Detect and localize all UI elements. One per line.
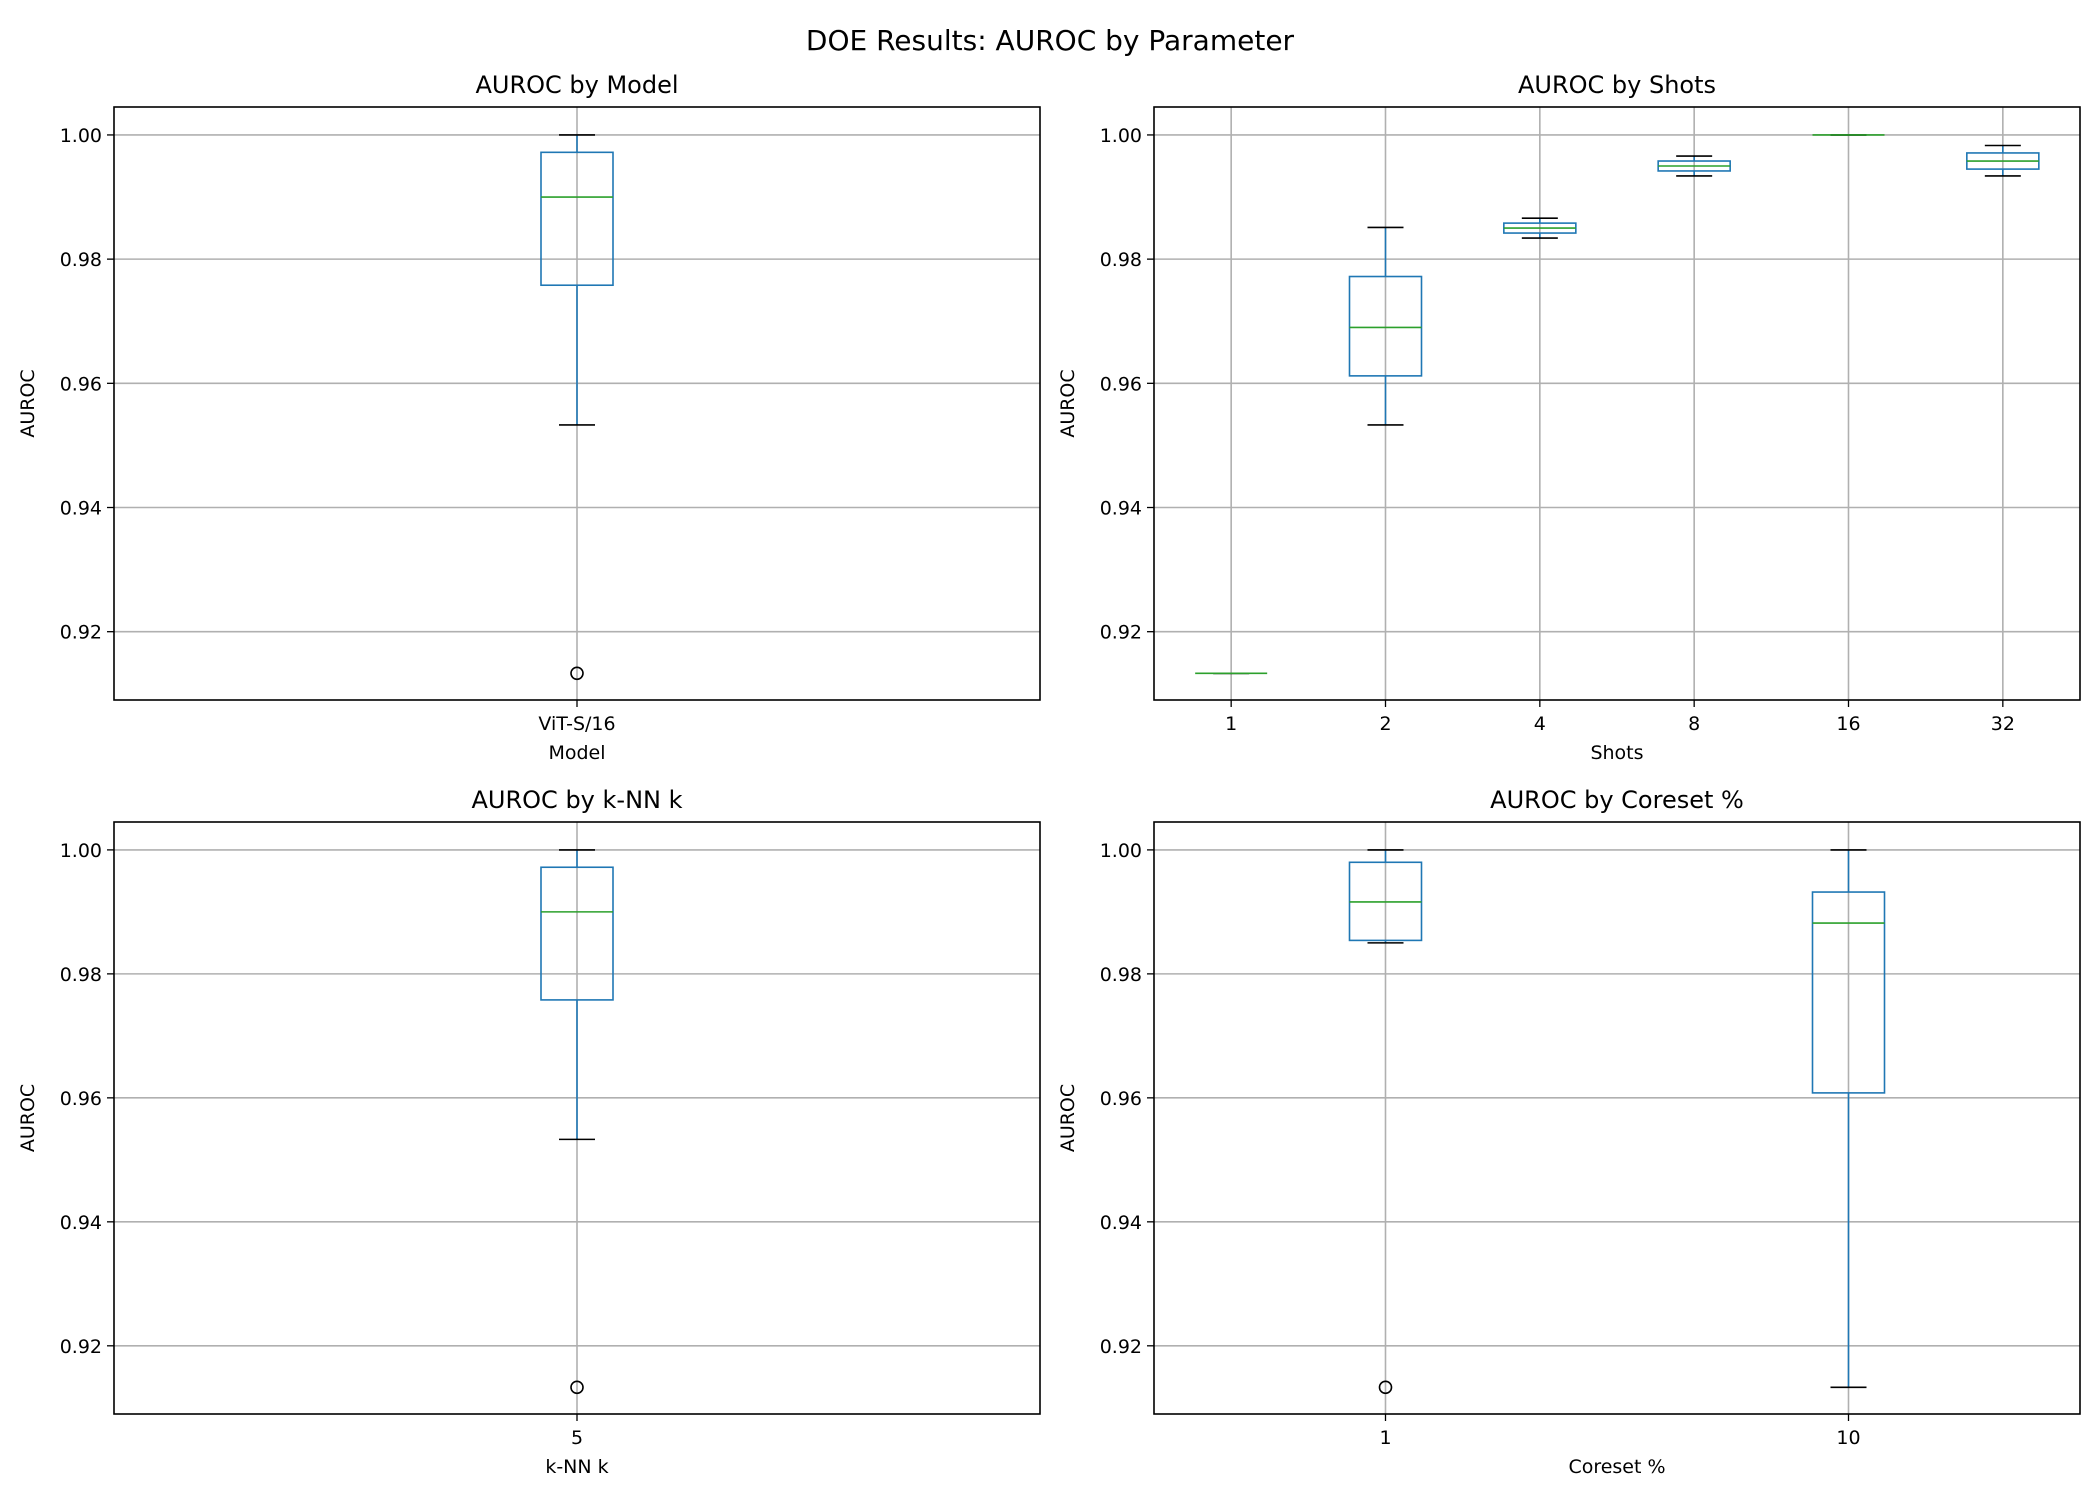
subplot-title: AUROC by Shots	[1518, 71, 1716, 99]
x-tick-label: 5	[571, 1427, 583, 1449]
box-32	[1966, 144, 2040, 177]
x-tick-label: 4	[1534, 713, 1546, 735]
y-tick-label: 0.96	[1100, 1088, 1142, 1110]
y-tick-label: 1.00	[60, 125, 102, 147]
box-ViT-S/16	[540, 134, 614, 681]
subplot-3: 0.92 0.94 0.96 0.98 1.00 5 AUROC by k-NN k k-NN…	[17, 786, 1041, 1478]
y-axis-label: AUROC	[1057, 369, 1079, 437]
y-tick-label: 1.00	[1100, 125, 1142, 147]
y-tick-label: 0.92	[60, 1336, 102, 1358]
y-tick-label: 1.00	[60, 840, 102, 862]
y-tick-label: 0.92	[1100, 1336, 1142, 1358]
x-axis-label: Shots	[1590, 742, 1643, 764]
subplot-2: 0.92 0.94 0.96 0.98 1.00 1 2 4 8 16 32 AUROC by Sho…	[1057, 71, 2081, 764]
y-tick-label: 0.98	[1100, 249, 1142, 271]
x-axis-label: Model	[548, 742, 605, 764]
axes-frame	[113, 106, 1041, 701]
x-tick-label: ViT-S/16	[538, 713, 615, 735]
axes-frame	[1153, 821, 2081, 1415]
subplot-1: 0.92 0.94 0.96 0.98 1.00 ViT-S/16 AUROC by Mod…	[17, 71, 1041, 764]
figure-title: DOE Results: AUROC by Parameter	[806, 24, 1295, 57]
y-axis-label: AUROC	[17, 369, 39, 437]
box-10	[1811, 849, 1886, 1389]
outlier-point	[570, 666, 584, 681]
box-2	[1348, 226, 1423, 426]
subplot-title: AUROC by Model	[475, 71, 678, 99]
x-tick-label: 16	[1836, 713, 1860, 735]
box-1	[1348, 849, 1423, 1395]
x-axis-label: Coreset %	[1568, 1456, 1665, 1478]
x-tick-label: 1	[1379, 1427, 1391, 1449]
y-tick-label: 0.98	[60, 964, 102, 986]
box-5	[540, 849, 614, 1395]
y-tick-label: 0.94	[1100, 1212, 1142, 1234]
box-8	[1657, 155, 1731, 177]
subplot-4: 0.92 0.94 0.96 0.98 1.00 1 10 AUROC by Coreset …	[1057, 786, 2081, 1478]
x-tick-label: 32	[1991, 713, 2015, 735]
y-tick-label: 0.96	[1100, 373, 1142, 395]
x-tick-label: 2	[1379, 713, 1391, 735]
subplot-title: AUROC by k-NN k	[472, 786, 683, 814]
outlier-point	[570, 1380, 584, 1395]
axes-frame	[1153, 106, 2081, 701]
y-tick-label: 0.94	[60, 1212, 102, 1234]
box-iqr	[540, 866, 614, 1001]
y-tick-label: 1.00	[1100, 840, 1142, 862]
box-4	[1503, 217, 1577, 239]
x-axis-label: k-NN k	[545, 1456, 608, 1478]
y-tick-label: 0.96	[60, 373, 102, 395]
y-tick-label: 0.94	[1100, 498, 1142, 520]
y-tick-label: 0.98	[1100, 964, 1142, 986]
x-tick-label: 1	[1225, 713, 1237, 735]
subplots: 0.92 0.94 0.96 0.98 1.00 ViT-S/16 AUROC by Mod…	[17, 71, 2081, 1478]
x-tick-label: 8	[1688, 713, 1700, 735]
y-axis-label: AUROC	[17, 1084, 39, 1152]
outlier-point	[1378, 1380, 1393, 1395]
box-iqr	[1811, 891, 1886, 1094]
y-tick-label: 0.94	[60, 498, 102, 520]
y-axis-label: AUROC	[1057, 1084, 1079, 1152]
axes-frame	[113, 821, 1041, 1415]
box-iqr	[1348, 275, 1423, 377]
y-tick-label: 0.98	[60, 249, 102, 271]
subplot-title: AUROC by Coreset %	[1490, 786, 1744, 814]
y-tick-label: 0.92	[1100, 622, 1142, 644]
y-tick-label: 0.96	[60, 1088, 102, 1110]
box-iqr	[540, 151, 614, 287]
x-tick-label: 10	[1836, 1427, 1860, 1449]
y-tick-label: 0.92	[60, 622, 102, 644]
